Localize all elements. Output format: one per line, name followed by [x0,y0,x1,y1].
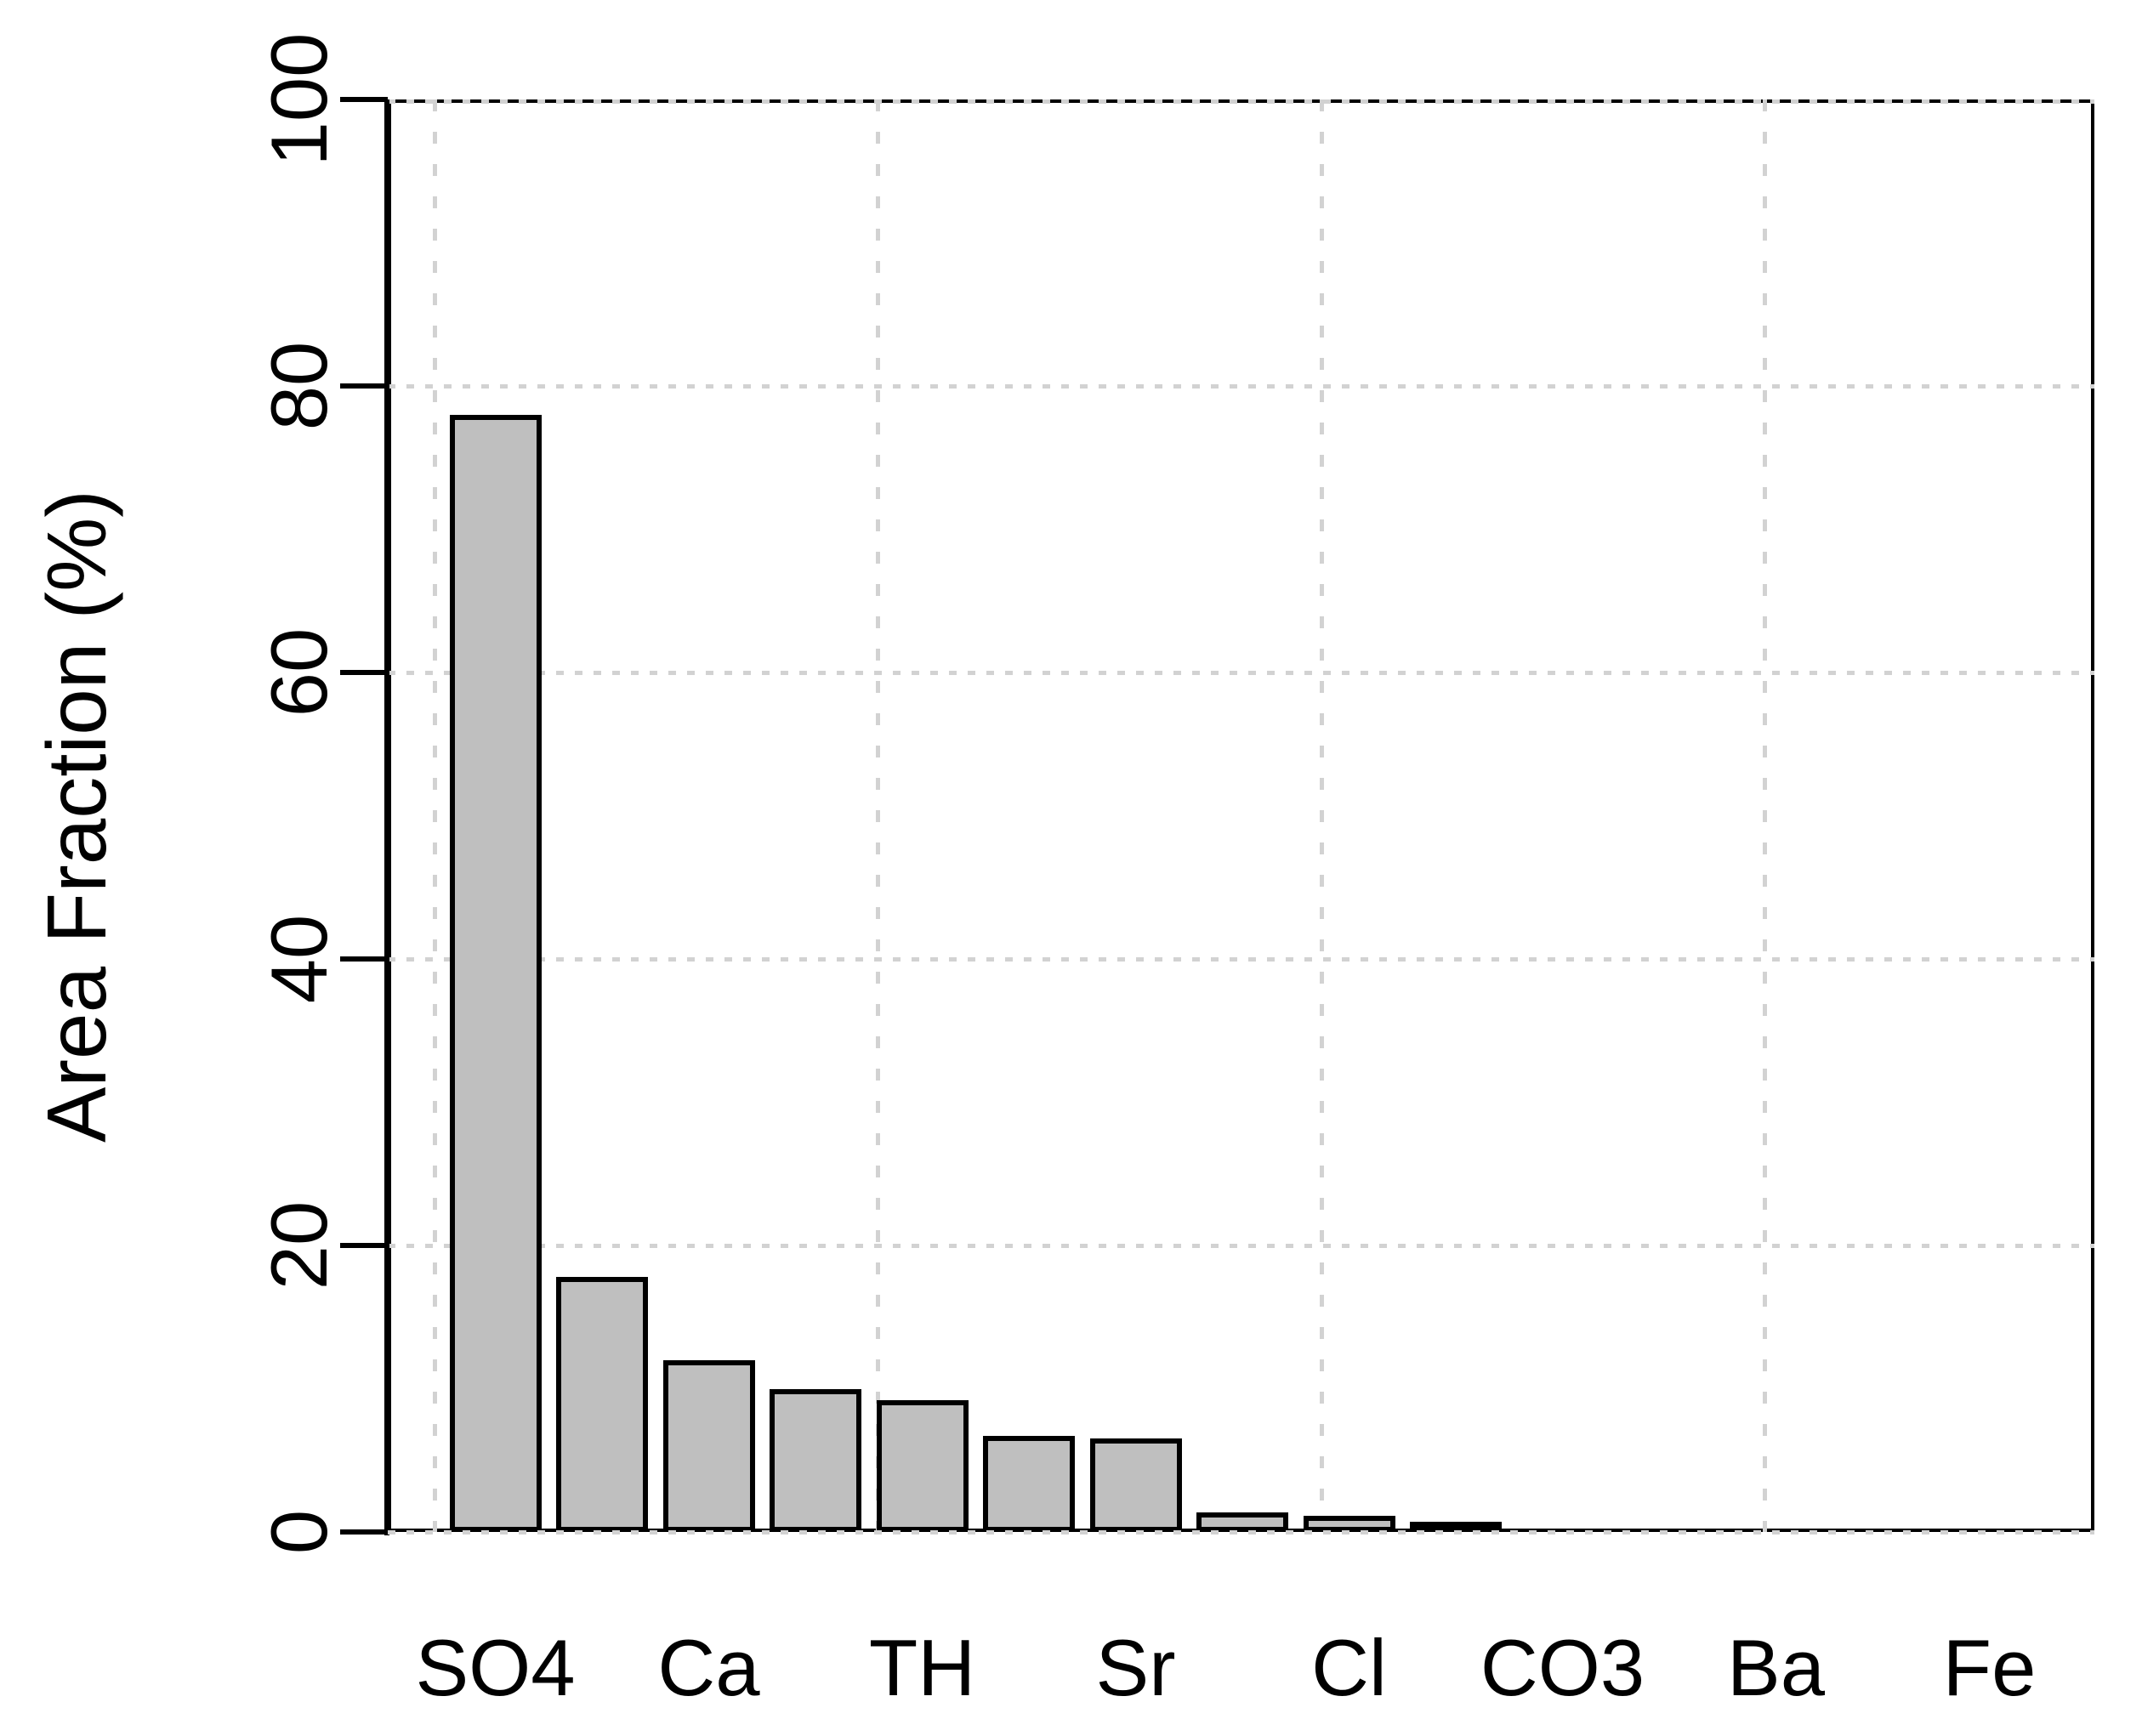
y-tick-mark [340,670,388,675]
horizontal-gridline [388,1244,2094,1248]
x-tick-label: Cl [1311,1623,1387,1712]
vertical-gridline [433,99,437,1532]
bar-TH [876,1399,969,1532]
bar-Cl [1303,1515,1395,1532]
y-tick-label: 60 [254,627,344,718]
vertical-gridline [876,99,880,1532]
horizontal-gridline [388,99,2094,104]
y-tick-mark [340,97,388,102]
horizontal-gridline [388,384,2094,389]
y-tick-mark [340,383,388,389]
y-axis-line [384,99,389,1535]
y-tick-label: 100 [254,32,344,167]
bar-Sr [1089,1438,1182,1532]
x-tick-label: CO3 [1480,1623,1645,1712]
x-tick-label: Fe [1942,1623,2037,1712]
horizontal-gridline [388,671,2094,675]
x-tick-label: Sr [1095,1623,1176,1712]
x-tick-label: Ba [1727,1623,1825,1712]
x-tick-label: SO4 [415,1623,576,1712]
horizontal-gridline [388,1530,2094,1535]
bar-SO4 [449,414,542,1532]
horizontal-gridline [388,957,2094,962]
bar-col10 [1410,1522,1502,1532]
vertical-gridline [1763,99,1767,1532]
plot-area [388,99,2094,1535]
bar-col4 [770,1388,861,1532]
y-tick-label: 40 [254,914,344,1004]
y-tick-label: 20 [254,1200,344,1291]
y-tick-mark [340,1243,388,1248]
x-tick-label: TH [868,1623,976,1712]
y-axis-title: Area Fraction (%) [30,490,123,1143]
bar-Ca [662,1359,755,1532]
y-tick-label: 0 [254,1509,344,1555]
bar-col2 [556,1277,648,1532]
y-tick-mark [340,956,388,962]
vertical-gridline [1320,99,1324,1532]
x-tick-label: Ca [657,1623,760,1712]
bar-col8 [1196,1512,1288,1532]
y-tick-label: 80 [254,341,344,431]
y-tick-mark [340,1529,388,1535]
bar-col6 [983,1436,1075,1532]
